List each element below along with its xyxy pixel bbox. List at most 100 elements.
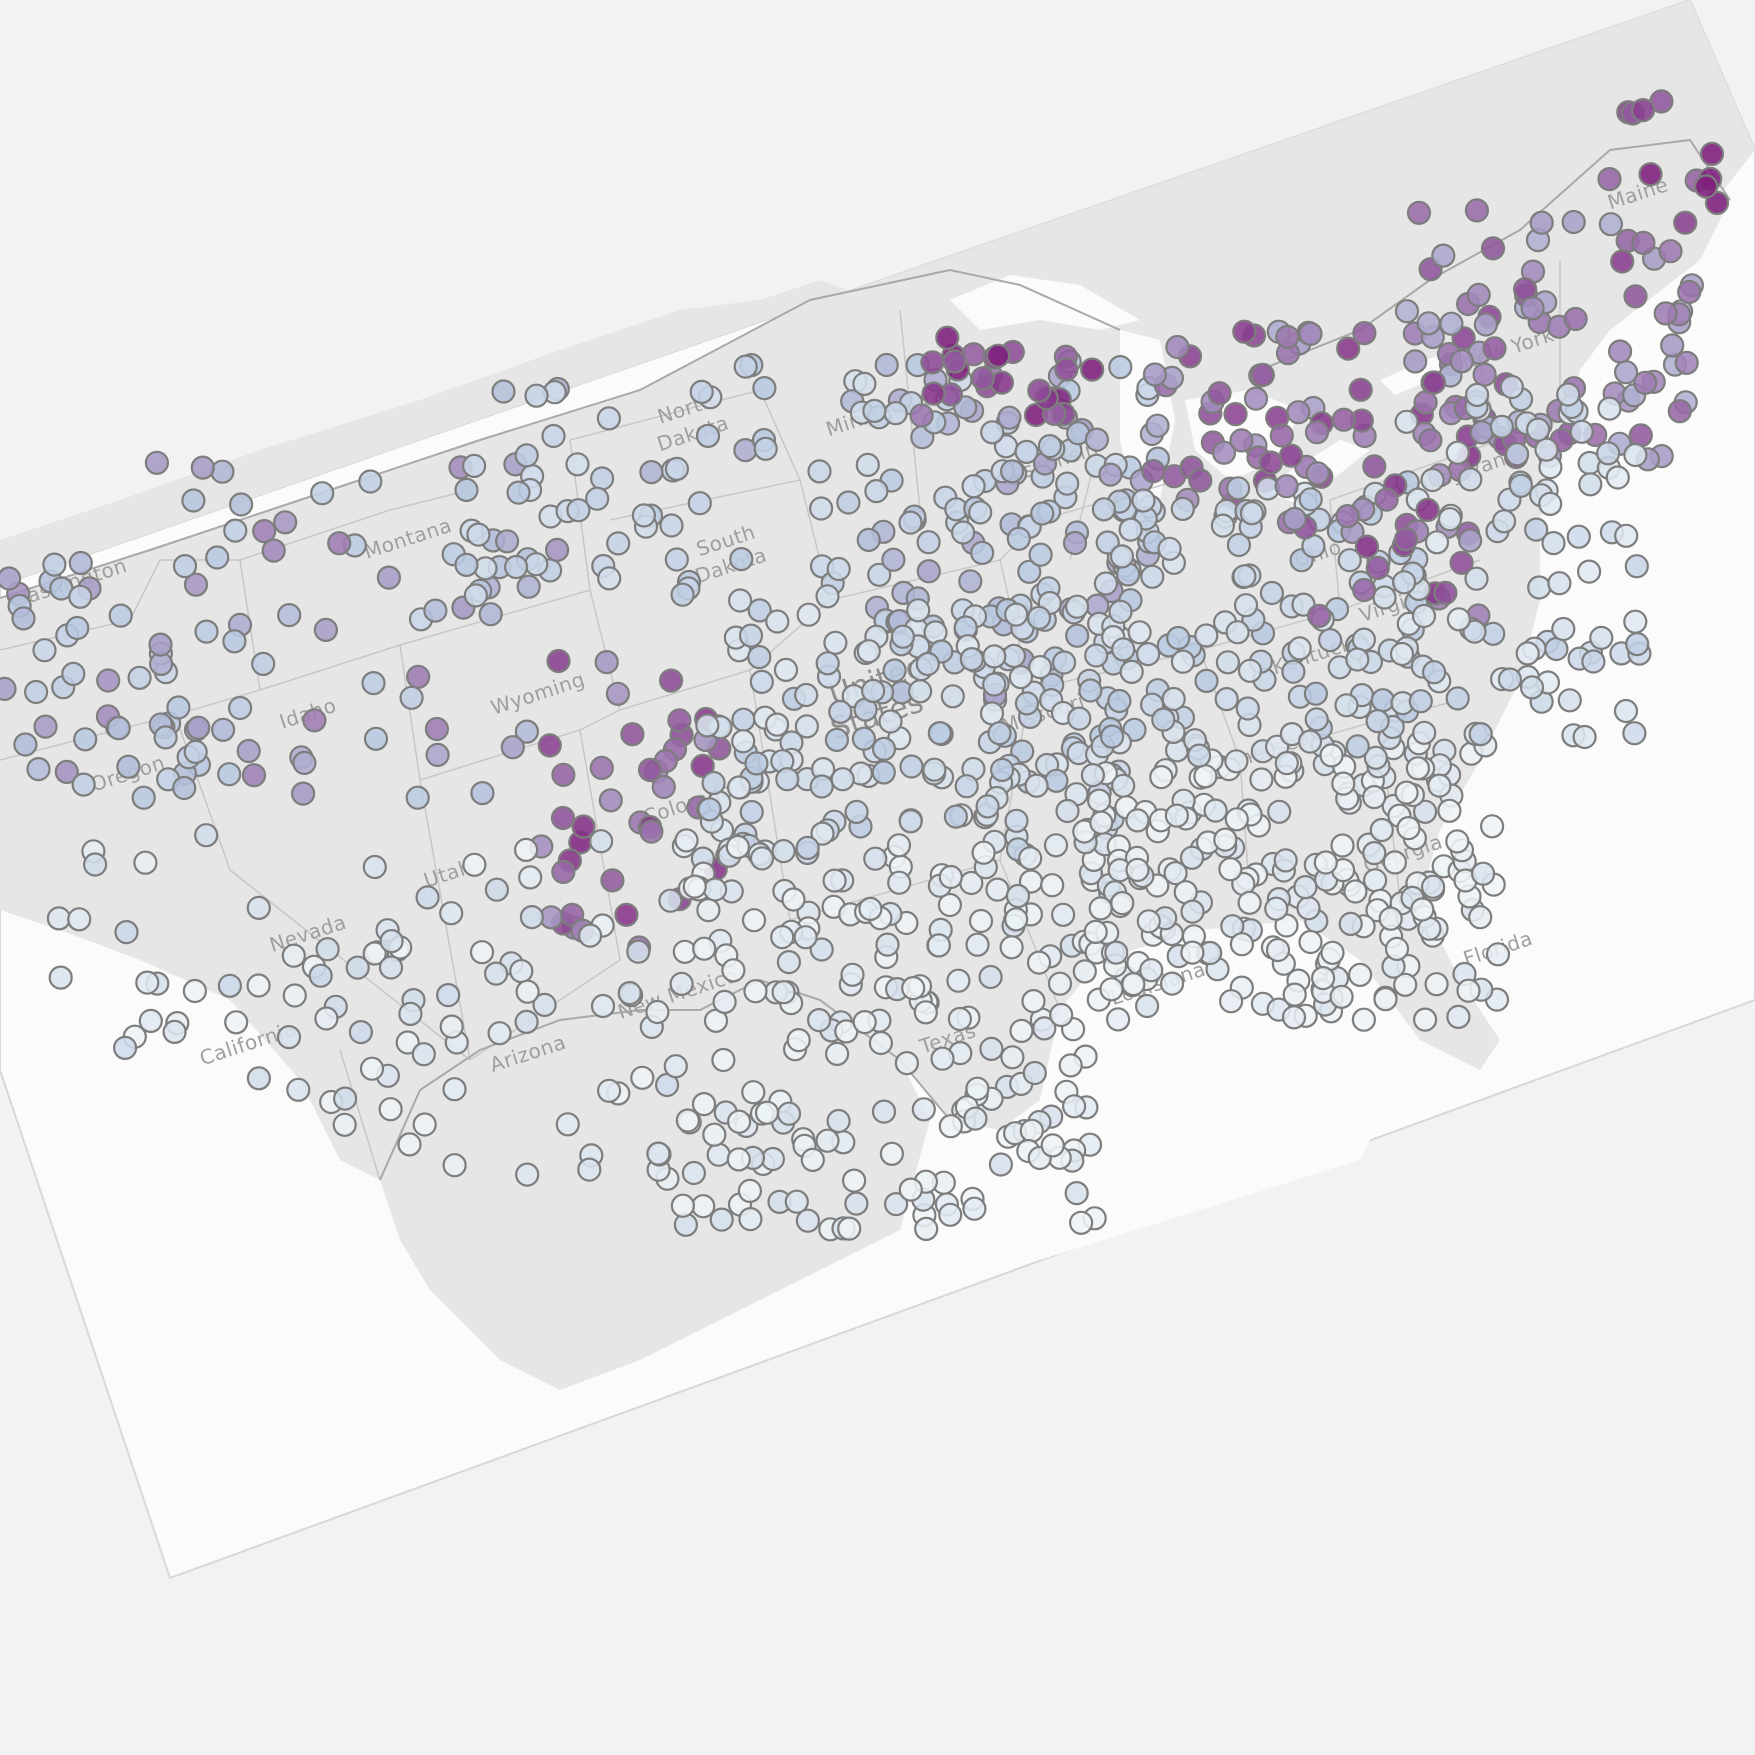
station-dot[interactable] [1520, 296, 1545, 321]
station-dot[interactable] [532, 992, 557, 1018]
station-dot[interactable] [1433, 580, 1458, 606]
station-dot[interactable] [519, 904, 545, 930]
station-dot[interactable] [1131, 488, 1156, 513]
station-dot[interactable] [947, 1006, 973, 1032]
station-dot[interactable] [913, 1000, 938, 1025]
station-dot[interactable] [898, 510, 923, 535]
station-dot[interactable] [844, 799, 869, 825]
station-dot[interactable] [1524, 517, 1549, 542]
station-dot[interactable] [1623, 442, 1648, 468]
station-dot[interactable] [881, 547, 906, 572]
station-dot[interactable] [935, 325, 960, 350]
station-dot[interactable] [927, 720, 952, 746]
station-dot[interactable] [1142, 362, 1168, 387]
station-dot[interactable] [637, 757, 663, 783]
station-dot[interactable] [868, 1030, 894, 1056]
station-dot[interactable] [1006, 526, 1031, 551]
station-dot[interactable] [810, 821, 835, 846]
station-dot[interactable] [702, 1122, 727, 1147]
station-dot[interactable] [1406, 200, 1432, 225]
station-dot[interactable] [1203, 798, 1228, 823]
station-dot[interactable] [1237, 890, 1262, 915]
station-dot[interactable] [1305, 461, 1330, 486]
station-dot[interactable] [1211, 440, 1237, 465]
station-dot[interactable] [503, 554, 529, 580]
station-dot[interactable] [442, 1153, 467, 1178]
station-dot[interactable] [1479, 814, 1505, 839]
station-dot[interactable] [970, 540, 995, 566]
station-dot[interactable] [824, 1041, 850, 1067]
station-dot[interactable] [695, 713, 720, 738]
station-dot[interactable] [1000, 1045, 1025, 1070]
station-dot[interactable] [1259, 580, 1285, 606]
station-dot[interactable] [541, 423, 566, 449]
station-dot[interactable] [588, 829, 614, 854]
station-dot[interactable] [162, 1019, 187, 1045]
station-dot[interactable] [1391, 570, 1417, 595]
station-dot[interactable] [1403, 349, 1428, 374]
station-dot[interactable] [1412, 799, 1438, 824]
station-dot[interactable] [1180, 899, 1205, 924]
station-dot[interactable] [1054, 357, 1079, 382]
station-dot[interactable] [1630, 97, 1656, 123]
station-dot[interactable] [1044, 768, 1069, 793]
station-dot[interactable] [1278, 443, 1304, 468]
station-dot[interactable] [282, 983, 307, 1008]
station-dot[interactable] [1224, 807, 1249, 832]
station-dot[interactable] [281, 943, 306, 968]
station-dot[interactable] [1313, 850, 1338, 875]
station-dot[interactable] [1411, 603, 1437, 629]
station-dot[interactable] [725, 834, 751, 860]
station-dot[interactable] [709, 1207, 734, 1232]
station-dot[interactable] [555, 1112, 580, 1137]
station-dot[interactable] [1633, 370, 1658, 395]
station-dot[interactable] [68, 550, 93, 576]
station-dot[interactable] [1362, 454, 1387, 479]
station-dot[interactable] [858, 896, 883, 922]
station-dot[interactable] [1014, 439, 1039, 464]
station-dot[interactable] [313, 617, 338, 643]
station-dot[interactable] [1110, 890, 1135, 916]
station-dot[interactable] [1424, 530, 1450, 555]
station-dot[interactable] [1589, 625, 1614, 651]
station-dot[interactable] [1180, 940, 1205, 965]
station-dot[interactable] [985, 877, 1010, 902]
station-dot[interactable] [664, 456, 690, 481]
station-dot[interactable] [1319, 743, 1344, 768]
station-dot[interactable] [1351, 577, 1377, 603]
station-dot[interactable] [1019, 1118, 1044, 1143]
station-dot[interactable] [691, 1194, 716, 1219]
station-dot[interactable] [1310, 965, 1336, 991]
station-dot[interactable] [930, 1046, 955, 1071]
station-dot[interactable] [1437, 507, 1463, 532]
station-dot[interactable] [1125, 808, 1150, 833]
station-dot[interactable] [712, 989, 737, 1015]
station-dot[interactable] [920, 350, 945, 375]
station-dot[interactable] [911, 1097, 936, 1122]
station-dot[interactable] [706, 1142, 731, 1167]
station-dot[interactable] [1281, 659, 1306, 684]
station-dot[interactable] [982, 672, 1007, 697]
station-dot[interactable] [1065, 623, 1090, 648]
station-dot[interactable] [1693, 174, 1719, 199]
station-dot[interactable] [1009, 1018, 1034, 1044]
station-dot[interactable] [965, 1076, 990, 1101]
station-dot[interactable] [796, 602, 821, 627]
station-dot[interactable] [67, 907, 92, 932]
station-dot[interactable] [1581, 649, 1606, 674]
station-dot[interactable] [181, 488, 206, 513]
station-dot[interactable] [484, 877, 509, 902]
station-dot[interactable] [822, 868, 847, 893]
station-dot[interactable] [875, 932, 900, 957]
station-dot[interactable] [359, 1056, 385, 1081]
station-dot[interactable] [1233, 593, 1259, 618]
station-dot[interactable] [135, 970, 160, 995]
station-dot[interactable] [333, 1086, 358, 1111]
station-dot[interactable] [1004, 907, 1029, 932]
station-dot[interactable] [1382, 850, 1408, 875]
station-dot[interactable] [721, 958, 746, 983]
station-dot[interactable] [1396, 815, 1421, 841]
station-dot[interactable] [484, 961, 509, 986]
station-dot[interactable] [596, 406, 622, 431]
station-dot[interactable] [112, 1035, 138, 1061]
